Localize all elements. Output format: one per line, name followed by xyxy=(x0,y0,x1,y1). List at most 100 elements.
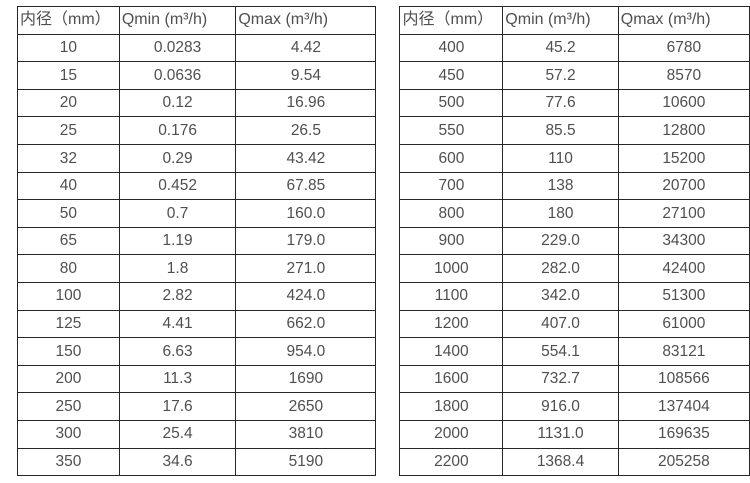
qmax-cell: 67.85 xyxy=(235,171,377,201)
qmin-cell: 0.452 xyxy=(118,171,237,201)
qmax-cell: 12800 xyxy=(617,116,750,145)
qmax-cell: 26.5 xyxy=(235,116,377,145)
inner-diameter-cell: 1000 xyxy=(399,254,504,283)
qmin-cell: 180 xyxy=(502,199,619,228)
qmin-cell: 0.29 xyxy=(118,143,237,173)
qmin-cell: 732.7 xyxy=(502,364,619,394)
qmin-cell: 407.0 xyxy=(502,309,619,339)
col-header-inner-diameter: 内径（mm） xyxy=(399,6,504,35)
inner-diameter-cell: 400 xyxy=(399,33,504,63)
table-row: 400 45.2 6780 xyxy=(399,33,750,63)
inner-diameter-cell: 1800 xyxy=(399,392,504,421)
inner-diameter-cell: 900 xyxy=(399,226,504,256)
table-body: 10 0.0283 4.42 15 0.0636 9.54 20 0.12 16.96 25 0.1… xyxy=(17,33,377,477)
qmin-cell: 57.2 xyxy=(502,61,619,90)
inner-diameter-cell: 40 xyxy=(17,171,120,201)
inner-diameter-cell: 300 xyxy=(17,419,120,449)
inner-diameter-cell: 800 xyxy=(399,199,504,228)
qmax-cell: 16.96 xyxy=(235,88,377,118)
qmin-cell: 85.5 xyxy=(502,116,619,145)
table-row: 15 0.0636 9.54 xyxy=(17,61,377,90)
table-row: 250 17.6 2650 xyxy=(17,392,377,421)
qmin-cell: 0.7 xyxy=(118,199,237,228)
table-row: 500 77.6 10600 xyxy=(399,88,750,118)
table-row: 20 0.12 16.96 xyxy=(17,88,377,118)
table-row: 550 85.5 12800 xyxy=(399,116,750,145)
qmax-cell: 160.0 xyxy=(235,199,377,228)
qmax-cell: 2650 xyxy=(235,392,377,421)
inner-diameter-cell: 10 xyxy=(17,33,120,63)
table-row: 300 25.4 3810 xyxy=(17,419,377,449)
inner-diameter-cell: 1400 xyxy=(399,337,504,366)
qmin-cell: 554.1 xyxy=(502,337,619,366)
qmax-cell: 20700 xyxy=(617,171,750,201)
header-row: 内径（mm） Qmin (m³/h) Qmax (m³/h) xyxy=(17,6,377,35)
inner-diameter-cell: 250 xyxy=(17,392,120,421)
qmax-cell: 51300 xyxy=(617,281,750,311)
table-row: 1200 407.0 61000 xyxy=(399,309,750,339)
qmin-cell: 0.12 xyxy=(118,88,237,118)
table-row: 100 2.82 424.0 xyxy=(17,281,377,311)
table-row: 65 1.19 179.0 xyxy=(17,226,377,256)
qmax-cell: 108566 xyxy=(617,364,750,394)
qmin-cell: 0.0636 xyxy=(118,61,237,90)
table-row: 1600 732.7 108566 xyxy=(399,364,750,394)
qmax-cell: 9.54 xyxy=(235,61,377,90)
col-header-qmax: Qmax (m³/h) xyxy=(235,6,377,35)
qmax-cell: 15200 xyxy=(617,143,750,173)
qmin-cell: 1368.4 xyxy=(502,447,619,477)
qmin-cell: 1.8 xyxy=(118,254,237,283)
inner-diameter-cell: 500 xyxy=(399,88,504,118)
inner-diameter-cell: 700 xyxy=(399,171,504,201)
qmin-cell: 25.4 xyxy=(118,419,237,449)
qmax-cell: 179.0 xyxy=(235,226,377,256)
flow-rate-table-small-diameters: 内径（mm） Qmin (m³/h) Qmax (m³/h) 10 0.0283 4… xyxy=(17,6,377,477)
header-row: 内径（mm） Qmin (m³/h) Qmax (m³/h) xyxy=(399,6,750,35)
inner-diameter-cell: 550 xyxy=(399,116,504,145)
qmin-cell: 0.176 xyxy=(118,116,237,145)
inner-diameter-cell: 32 xyxy=(17,143,120,173)
col-header-qmin: Qmin (m³/h) xyxy=(118,6,237,35)
qmax-cell: 34300 xyxy=(617,226,750,256)
qmax-cell: 271.0 xyxy=(235,254,377,283)
inner-diameter-cell: 2200 xyxy=(399,447,504,477)
col-header-qmin: Qmin (m³/h) xyxy=(502,6,619,35)
table-row: 25 0.176 26.5 xyxy=(17,116,377,145)
table-row: 2200 1368.4 205258 xyxy=(399,447,750,477)
inner-diameter-cell: 20 xyxy=(17,88,120,118)
qmin-cell: 1.19 xyxy=(118,226,237,256)
table-row: 800 180 27100 xyxy=(399,199,750,228)
qmax-cell: 5190 xyxy=(235,447,377,477)
qmin-cell: 34.6 xyxy=(118,447,237,477)
inner-diameter-cell: 1200 xyxy=(399,309,504,339)
inner-diameter-cell: 350 xyxy=(17,447,120,477)
qmax-cell: 61000 xyxy=(617,309,750,339)
qmax-cell: 43.42 xyxy=(235,143,377,173)
table-row: 1400 554.1 83121 xyxy=(399,337,750,366)
qmin-cell: 77.6 xyxy=(502,88,619,118)
table-row: 450 57.2 8570 xyxy=(399,61,750,90)
qmax-cell: 27100 xyxy=(617,199,750,228)
col-header-inner-diameter: 内径（mm） xyxy=(17,6,120,35)
table-body: 400 45.2 6780 450 57.2 8570 500 77.6 10600 550 85.… xyxy=(399,33,750,477)
qmin-cell: 138 xyxy=(502,171,619,201)
table-row: 125 4.41 662.0 xyxy=(17,309,377,339)
qmin-cell: 17.6 xyxy=(118,392,237,421)
inner-diameter-cell: 25 xyxy=(17,116,120,145)
inner-diameter-cell: 100 xyxy=(17,281,120,311)
qmax-cell: 3810 xyxy=(235,419,377,449)
table-row: 1100 342.0 51300 xyxy=(399,281,750,311)
table-row: 40 0.452 67.85 xyxy=(17,171,377,201)
inner-diameter-cell: 450 xyxy=(399,61,504,90)
qmax-cell: 424.0 xyxy=(235,281,377,311)
inner-diameter-cell: 200 xyxy=(17,364,120,394)
qmax-cell: 4.42 xyxy=(235,33,377,63)
qmax-cell: 169635 xyxy=(617,419,750,449)
col-header-qmax: Qmax (m³/h) xyxy=(617,6,750,35)
table-row: 80 1.8 271.0 xyxy=(17,254,377,283)
inner-diameter-cell: 125 xyxy=(17,309,120,339)
table-row: 50 0.7 160.0 xyxy=(17,199,377,228)
qmin-cell: 11.3 xyxy=(118,364,237,394)
qmin-cell: 45.2 xyxy=(502,33,619,63)
